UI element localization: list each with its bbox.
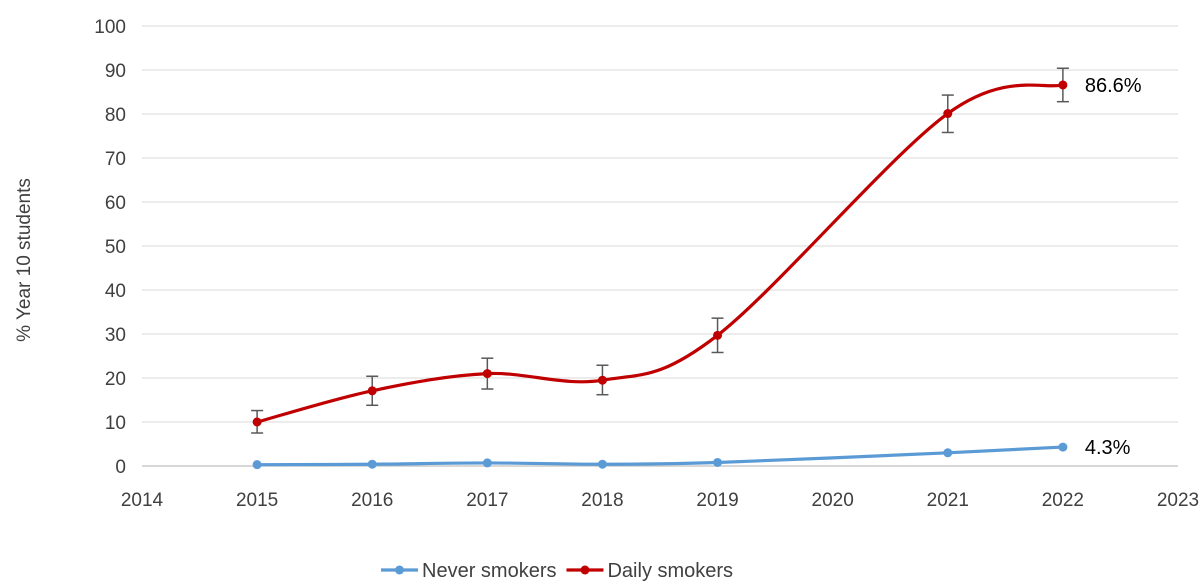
data-label-daily-smokers: 86.6%: [1085, 75, 1142, 97]
x-tick-label-2017: 2017: [466, 490, 508, 511]
data-point-never-smokers-2016: [367, 459, 377, 469]
y-tick-label-60: 60: [105, 193, 126, 214]
data-point-daily-smokers-2021: [943, 109, 953, 119]
x-tick-label-2015: 2015: [236, 490, 278, 511]
y-tick-label-70: 70: [105, 149, 126, 170]
x-tick-labels: 2014 2015 2016 2017 2018 2019 2020 2021 2022 2023: [121, 490, 1199, 511]
legend-marker-daily-smokers: [580, 565, 590, 575]
y-tick-label-50: 50: [105, 237, 126, 258]
y-tick-label-20: 20: [105, 369, 126, 390]
y-tick-label-100: 100: [94, 17, 126, 38]
x-tick-label-2022: 2022: [1042, 490, 1084, 511]
gridlines: [142, 25, 1178, 423]
data-label-never-smokers: 4.3%: [1085, 437, 1131, 459]
legend-label-daily-smokers: Daily smokers: [607, 560, 733, 582]
data-point-daily-smokers-2015: [252, 417, 262, 427]
y-tick-label-80: 80: [105, 105, 126, 126]
x-tick-label-2019: 2019: [696, 490, 738, 511]
legend: Never smokers Daily smokers: [381, 560, 733, 582]
x-tick-label-2023: 2023: [1157, 490, 1199, 511]
legend-item-never-smokers: Never smokers: [381, 560, 556, 582]
data-point-never-smokers-2022: [1058, 442, 1068, 452]
series-layer: [251, 67, 1069, 470]
data-labels: 4.3% 86.6%: [1085, 75, 1142, 459]
y-tick-label-30: 30: [105, 325, 126, 346]
legend-item-daily-smokers: Daily smokers: [566, 560, 733, 582]
y-tick-label-40: 40: [105, 281, 126, 302]
legend-label-never-smokers: Never smokers: [422, 560, 556, 582]
data-point-never-smokers-2019: [713, 457, 723, 467]
y-tick-label-90: 90: [105, 61, 126, 82]
x-tick-label-2021: 2021: [927, 490, 969, 511]
y-tick-label-10: 10: [105, 413, 126, 434]
data-point-daily-smokers-2018: [597, 375, 607, 385]
series-line-daily-smokers: [255, 83, 1065, 424]
data-point-never-smokers-2015: [252, 460, 262, 470]
x-tick-label-2020: 2020: [812, 490, 854, 511]
data-point-never-smokers-2021: [943, 448, 953, 458]
data-point-daily-smokers-2017: [482, 369, 492, 379]
data-point-never-smokers-2018: [597, 459, 607, 469]
legend-marker-never-smokers: [395, 565, 404, 575]
series-line-never-smokers: [255, 445, 1065, 467]
y-axis-title: % Year 10 students: [14, 178, 35, 342]
data-point-daily-smokers-2019: [713, 330, 723, 340]
series-never-smokers: [252, 442, 1068, 470]
data-point-daily-smokers-2016: [367, 386, 377, 396]
y-tick-labels: 0 10 20 30 40 50 60 70 80 90 100: [94, 17, 126, 478]
x-tick-label-2016: 2016: [351, 490, 393, 511]
series-daily-smokers: [251, 67, 1069, 434]
data-point-never-smokers-2017: [482, 458, 492, 468]
data-point-daily-smokers-2022: [1058, 80, 1068, 90]
x-tick-label-2018: 2018: [581, 490, 623, 511]
y-tick-label-0: 0: [115, 457, 126, 478]
x-tick-label-2014: 2014: [121, 490, 164, 511]
